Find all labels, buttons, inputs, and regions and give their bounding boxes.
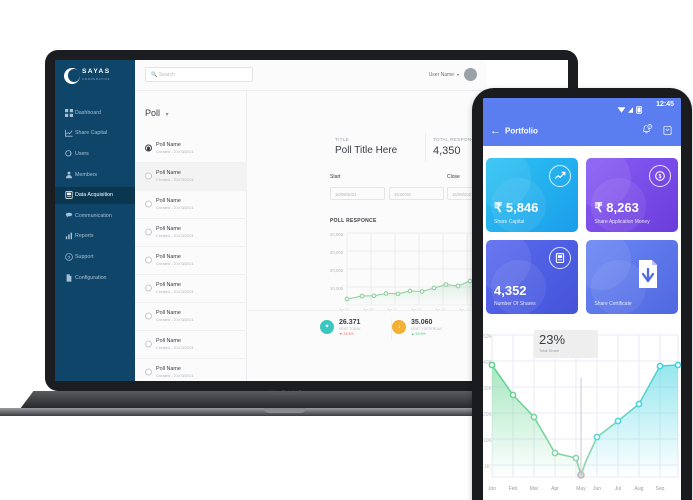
svg-text:40,000: 40,000 — [330, 232, 344, 237]
svg-text:Mar: Mar — [530, 486, 539, 492]
svg-text:$: $ — [659, 174, 662, 180]
svg-text:Jun: Jun — [593, 486, 601, 492]
svg-text:Jul: Jul — [615, 486, 621, 492]
svg-text:Jon: Jon — [488, 486, 496, 492]
svg-text:Sep: Sep — [656, 486, 665, 492]
svg-text:30K: 30K — [483, 386, 493, 392]
svg-text:10K: 10K — [483, 438, 493, 444]
svg-text:?: ? — [68, 255, 71, 260]
svg-text:Feb: Feb — [509, 486, 518, 492]
svg-text:10,000: 10,000 — [330, 286, 344, 291]
svg-text:1K: 1K — [484, 464, 491, 470]
svg-text:Aug: Aug — [635, 486, 644, 492]
svg-text:30,000: 30,000 — [330, 250, 344, 255]
svg-text:Apr: Apr — [551, 486, 559, 492]
svg-text:20K: 20K — [483, 412, 493, 418]
svg-text:20,000: 20,000 — [330, 268, 344, 273]
svg-text:May: May — [576, 486, 586, 492]
svg-text:50K: 50K — [483, 334, 493, 340]
